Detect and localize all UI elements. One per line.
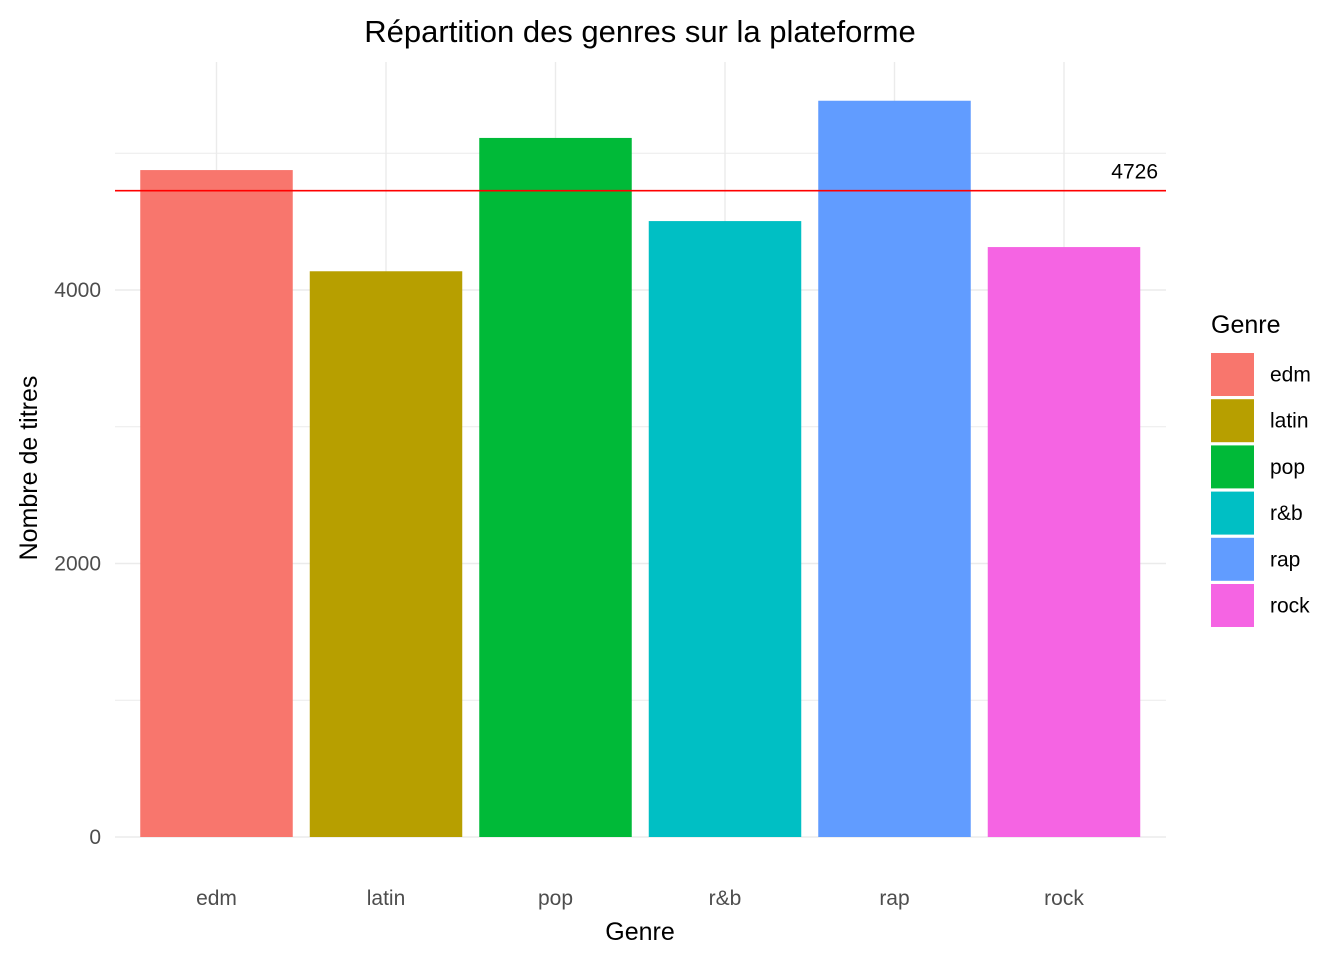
reference-line-label: 4726	[1111, 161, 1158, 184]
y-tick-label: 2000	[54, 553, 101, 576]
x-tick-label: pop	[538, 887, 573, 910]
x-axis-ticks: edm latin pop r&b rap rock	[196, 887, 1084, 910]
legend-key-rap	[1211, 537, 1254, 581]
bar-rap	[818, 100, 971, 838]
bar-rb	[648, 221, 802, 837]
legend-key-rock	[1211, 584, 1254, 627]
legend-key-pop	[1211, 445, 1254, 489]
legend-key-rb	[1211, 491, 1254, 535]
x-axis-title: Genre	[605, 918, 674, 946]
reference-line-group: 4726	[115, 161, 1166, 192]
x-tick-label: edm	[196, 887, 237, 910]
x-tick-label: rap	[879, 887, 909, 910]
bar-edm	[140, 170, 293, 837]
legend-key-edm	[1211, 353, 1254, 396]
bar-pop	[479, 137, 632, 837]
chart-title: Répartition des genres sur la plateforme	[364, 14, 915, 49]
bars	[140, 100, 1141, 838]
legend-title: Genre	[1211, 311, 1280, 339]
legend-label: r&b	[1270, 502, 1303, 525]
legend-label: rock	[1270, 595, 1310, 618]
bar-latin	[309, 271, 463, 837]
legend-key-latin	[1211, 399, 1254, 443]
legend-label: pop	[1270, 456, 1305, 479]
y-axis-title: Nombre de titres	[15, 376, 43, 561]
x-tick-label: latin	[367, 887, 406, 910]
x-tick-label: r&b	[709, 887, 742, 910]
x-tick-label: rock	[1044, 887, 1084, 910]
legend-label: rap	[1270, 548, 1300, 571]
legend: Genre edm latin pop r&b rap rock	[1211, 311, 1311, 627]
legend-label: edm	[1270, 364, 1311, 387]
y-tick-label: 4000	[54, 279, 101, 302]
y-tick-label: 0	[89, 826, 101, 849]
y-axis-ticks: 0 2000 4000	[54, 279, 101, 849]
bar-rock	[987, 247, 1141, 838]
legend-label: latin	[1270, 410, 1309, 433]
